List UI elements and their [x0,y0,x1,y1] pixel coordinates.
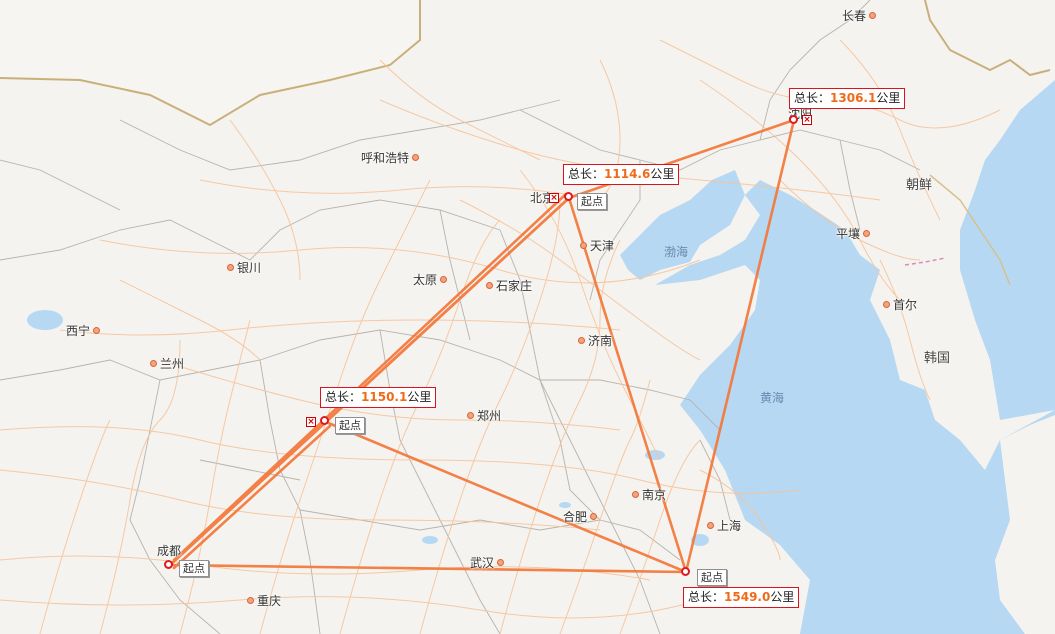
city-label-taiyuan: 太原 [413,273,447,287]
total-length-box-shenyang: 总长：1306.1公里 [789,88,906,109]
start-point-tag-xian[interactable]: 起点 [335,417,365,434]
total-value: 1114.6 [604,167,651,181]
city-label-changchun: 长春 [842,9,876,23]
total-value: 1306.1 [830,91,877,105]
city-label-yinchuan: 银川 [227,261,261,275]
total-unit: 公里 [650,167,675,181]
city-label-zhengzhou: 郑州 [467,409,501,423]
route-stop-beijing[interactable] [564,192,573,201]
total-prefix: 总长： [568,167,605,181]
total-length-box-xian: 总长：1150.1公里 [320,387,437,408]
city-label-huhehaote: 呼和浩特 [361,151,419,165]
start-point-tag-beijing[interactable]: 起点 [577,193,607,210]
total-value: 1549.0 [724,590,771,604]
total-prefix: 总长： [325,390,362,404]
city-label-beijing: 北京 [530,191,555,205]
total-unit: 公里 [876,91,901,105]
city-label-shijiazhuang: 石家庄 [486,279,532,293]
city-label-shanghai: 上海 [707,519,741,533]
city-label-chongqing: 重庆 [247,594,281,608]
total-unit: 公里 [407,390,432,404]
close-box-icon[interactable]: × [306,417,316,427]
route-stop-hangzhou[interactable] [681,567,690,576]
city-label-chengdu: 成都 [157,544,182,558]
city-label-nanjing: 南京 [632,488,666,502]
sea-label-huanghai: 黄海 [760,391,785,405]
city-label-seoul: 首尔 [883,298,917,312]
total-length-box-beijing: 总长：1114.6公里 [563,164,680,185]
start-point-tag-chengdu[interactable]: 起点 [179,560,209,577]
total-prefix: 总长： [794,91,831,105]
total-length-box-hangzhou: 总长：1549.0公里 [683,587,800,608]
city-label-tianjin: 天津 [580,239,614,253]
sea-label-bohai: 渤海 [664,245,689,259]
close-box-icon[interactable]: × [549,193,559,203]
total-value: 1150.1 [361,390,408,404]
city-label-wuhan: 武汉 [470,556,504,570]
route-stop-xian[interactable] [320,416,329,425]
city-label-xining: 西宁 [66,324,100,338]
route-stop-chengdu[interactable] [164,560,173,569]
city-label-jinan: 济南 [578,334,612,348]
city-label-hefei: 合肥 [563,510,597,524]
close-box-icon[interactable]: × [802,115,812,125]
city-label-lanzhou: 兰州 [150,357,184,371]
country-label-hanguo: 韩国 [924,351,951,366]
city-label-pyongyang: 平壤 [836,227,870,241]
total-unit: 公里 [770,590,795,604]
route-stop-shenyang[interactable] [789,115,798,124]
start-point-tag-hangzhou[interactable]: 起点 [697,569,727,586]
total-prefix: 总长： [688,590,725,604]
country-label-chaoxian: 朝鲜 [906,178,933,193]
